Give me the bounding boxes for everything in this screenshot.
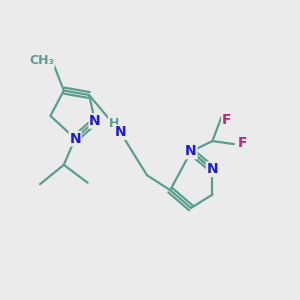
- Text: N: N: [115, 125, 126, 139]
- Text: CH₃: CH₃: [29, 54, 54, 67]
- Text: H: H: [109, 117, 119, 130]
- Text: F: F: [222, 113, 231, 127]
- Text: N: N: [185, 145, 197, 158]
- Text: N: N: [207, 162, 218, 176]
- Text: N: N: [89, 114, 101, 128]
- Text: N: N: [69, 132, 81, 146]
- Text: F: F: [238, 136, 247, 150]
